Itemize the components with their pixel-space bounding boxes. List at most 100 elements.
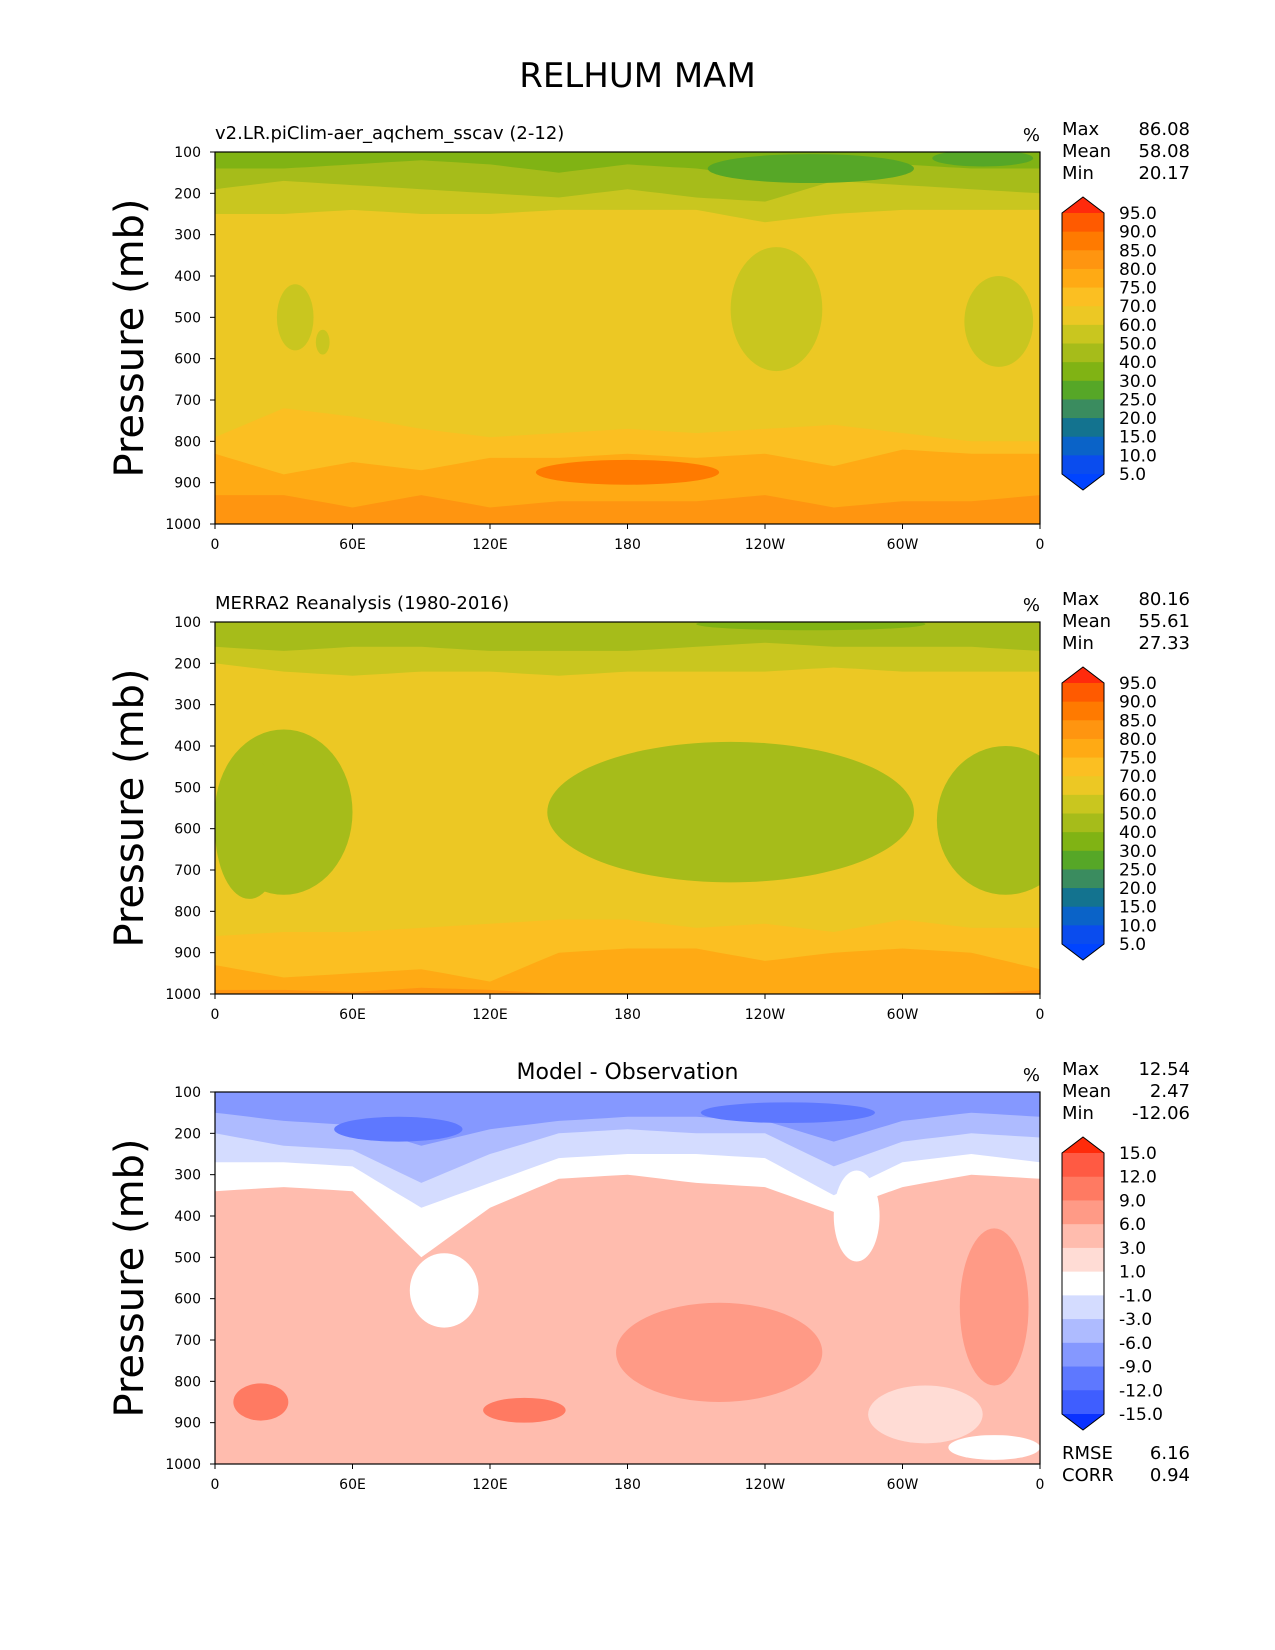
colorbar-tick-label: -9.0 <box>1119 1358 1152 1378</box>
colorbar-segment <box>1062 832 1104 852</box>
y-tick-label: 500 <box>174 310 201 326</box>
colorbar-extend-top <box>1062 1137 1104 1153</box>
x-tick-label: 0 <box>1036 1477 1045 1493</box>
contour-patch <box>936 746 1040 895</box>
colorbar-tick-label: 30.0 <box>1119 372 1157 392</box>
y-tick-label: 700 <box>174 1333 201 1349</box>
contour-patch <box>616 1302 823 1402</box>
colorbar-segment <box>1062 455 1104 475</box>
colorbar-segment <box>1062 1390 1104 1415</box>
colorbar-tick-label: -15.0 <box>1119 1405 1163 1425</box>
y-tick-label: 100 <box>174 615 201 631</box>
colorbar-tick-label: 5.0 <box>1119 935 1146 955</box>
colorbar-tick-label: 15.0 <box>1119 1144 1157 1164</box>
y-tick-label: 500 <box>174 780 201 796</box>
figure-title: RELHUM MAM <box>519 56 756 96</box>
y-tick-label: 400 <box>174 1209 201 1225</box>
colorbar-tick-label: 70.0 <box>1119 297 1157 317</box>
y-axis-label: Pressure (mb) <box>107 198 153 477</box>
x-tick-label: 60E <box>339 1007 366 1023</box>
colorbar-tick-label: 60.0 <box>1119 316 1157 336</box>
stat-label: Mean <box>1062 141 1111 162</box>
y-tick-label: 1000 <box>165 517 201 533</box>
y-tick-label: 500 <box>174 1250 201 1266</box>
y-tick-label: 300 <box>174 228 201 244</box>
colorbar-segment <box>1062 362 1104 382</box>
contour-patch <box>833 1170 880 1262</box>
stat-value: 86.08 <box>1138 119 1190 140</box>
y-tick-label: 600 <box>174 822 201 838</box>
colorbar-segment <box>1062 925 1104 945</box>
colorbar-tick-label: 40.0 <box>1119 353 1157 373</box>
colorbar-segment <box>1062 1295 1104 1320</box>
contour-patch <box>932 152 1034 167</box>
units-label: % <box>1023 125 1040 146</box>
y-tick-label: 100 <box>174 1085 201 1101</box>
x-tick-label: 60W <box>887 537 919 553</box>
x-tick-label: 120E <box>472 1007 508 1023</box>
y-tick-label: 400 <box>174 739 201 755</box>
contour-patch <box>959 1228 1029 1386</box>
stat-label: Min <box>1062 1103 1094 1124</box>
x-tick-label: 180 <box>614 1007 641 1023</box>
y-tick-label: 200 <box>174 1126 201 1142</box>
x-tick-label: 120W <box>745 537 786 553</box>
colorbar-tick-label: -12.0 <box>1119 1381 1163 1401</box>
y-axis-label: Pressure (mb) <box>107 668 153 947</box>
x-tick-label: 0 <box>1036 1007 1045 1023</box>
x-tick-label: 0 <box>211 537 220 553</box>
y-tick-label: 1000 <box>165 1457 201 1473</box>
colorbar-tick-label: -6.0 <box>1119 1334 1152 1354</box>
stat-label: Min <box>1062 633 1094 654</box>
panel-title: v2.LR.piClim-aer_aqchem_sscav (2-12) <box>215 123 564 144</box>
colorbar-segment <box>1062 757 1104 777</box>
colorbar-extend-top <box>1062 197 1104 213</box>
x-tick-label: 120E <box>472 537 508 553</box>
stat-label: CORR <box>1062 1465 1114 1486</box>
colorbar-extend-top <box>1062 667 1104 683</box>
panel-model: 100 200 300 400 500 600 700 800 900 1000 0 60E 120E 1… <box>107 119 1190 553</box>
x-tick-label: 120W <box>745 1477 786 1493</box>
x-tick-label: 180 <box>614 537 641 553</box>
colorbar-tick-label: 15.0 <box>1119 898 1157 918</box>
colorbar-segment <box>1062 850 1104 871</box>
colorbar-segment <box>1062 1271 1104 1296</box>
colorbar-tick-label: 70.0 <box>1119 767 1157 787</box>
colorbar-tick-label: 90.0 <box>1119 693 1157 713</box>
colorbar-segment <box>1062 231 1104 251</box>
colorbar-tick-label: 1.0 <box>1119 1263 1146 1283</box>
y-tick-label: 600 <box>174 352 201 368</box>
colorbar-tick-label: 30.0 <box>1119 842 1157 862</box>
stat-value: -12.06 <box>1132 1103 1190 1124</box>
colorbar-tick-label: 25.0 <box>1119 390 1157 410</box>
contour-patch <box>547 741 914 883</box>
stat-value: 6.16 <box>1150 1443 1190 1464</box>
colorbar-segment <box>1062 250 1104 270</box>
colorbar-tick-label: 15.0 <box>1119 428 1157 448</box>
units-label: % <box>1023 595 1040 616</box>
colorbar-segment <box>1062 813 1104 833</box>
x-tick-label: 60W <box>887 1007 919 1023</box>
colorbar-segment <box>1062 869 1104 889</box>
contour-patch <box>483 1397 566 1423</box>
contour-patch <box>215 758 284 899</box>
colorbar-tick-label: 25.0 <box>1119 860 1157 880</box>
colorbar: 95.090.085.080.075.070.060.050.040.030.0… <box>1061 196 1157 491</box>
contour-patch <box>707 154 914 184</box>
colorbar: 95.090.085.080.075.070.060.050.040.030.0… <box>1061 666 1157 961</box>
contour-patch <box>730 247 823 372</box>
colorbar-segment <box>1062 1176 1104 1202</box>
contour-patch <box>964 276 1034 367</box>
colorbar-segment <box>1062 418 1104 438</box>
stat-label: Mean <box>1062 1081 1111 1102</box>
colorbar-tick-label: 85.0 <box>1119 241 1157 261</box>
colorbar-tick-label: 50.0 <box>1119 805 1157 825</box>
colorbar-segment <box>1062 888 1104 908</box>
colorbar-tick-label: 20.0 <box>1119 409 1157 429</box>
contour-field <box>215 622 1040 994</box>
colorbar-segment <box>1062 343 1104 363</box>
colorbar-segment <box>1062 1200 1104 1225</box>
contour-patch <box>700 1102 876 1123</box>
y-tick-label: 200 <box>174 186 201 202</box>
